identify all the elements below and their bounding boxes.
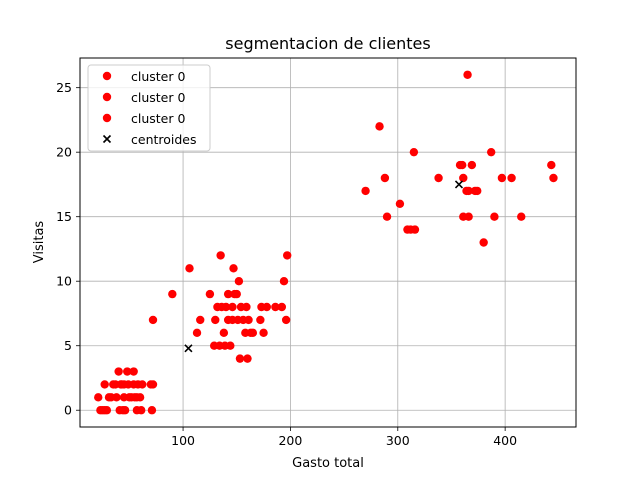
grid-lines (80, 58, 576, 427)
data-point (234, 277, 244, 286)
y-tick-label: 10 (56, 274, 72, 289)
data-point (196, 315, 205, 325)
data-point (256, 315, 265, 325)
legend-marker-cluster-0-a (102, 71, 112, 81)
data-point (259, 328, 268, 338)
data-point (467, 160, 477, 170)
data-point (283, 251, 292, 260)
x-tick-label: 300 (386, 433, 410, 448)
data-point (486, 147, 496, 157)
data-point (395, 199, 405, 208)
data-point (473, 186, 482, 196)
data-point (463, 70, 472, 79)
data-point (464, 186, 473, 196)
data-point (223, 289, 233, 299)
data-point (129, 367, 138, 376)
data-point (228, 302, 237, 312)
data-point (192, 328, 202, 338)
data-point (138, 380, 147, 389)
legend-label-centroides: centroides (131, 132, 197, 147)
data-point (120, 406, 130, 415)
centroid-marker (454, 180, 464, 189)
data-point (226, 341, 235, 350)
legend-label-cluster-0-c: cluster 0 (131, 111, 185, 126)
data-point (382, 212, 392, 221)
legend-box (87, 64, 211, 152)
data-point (114, 367, 123, 376)
data-point (248, 328, 258, 338)
data-point (235, 354, 245, 363)
data-point (242, 302, 251, 312)
data-point (507, 173, 516, 183)
data-point (148, 380, 158, 389)
data-point (479, 238, 488, 247)
y-tick-label: 25 (56, 80, 72, 95)
data-point (464, 212, 473, 221)
data-point (219, 328, 229, 338)
legend-label-cluster-0-b: cluster 0 (131, 90, 185, 105)
data-point (102, 406, 112, 415)
data-point (279, 277, 289, 286)
data-point (459, 173, 468, 183)
y-tick-label: 5 (64, 338, 72, 353)
legend-marker-centroides (102, 134, 112, 144)
data-point (229, 264, 238, 273)
data-point (375, 122, 384, 131)
data-point (457, 160, 467, 170)
y-tick-label: 20 (56, 145, 72, 160)
centroid-marker (184, 344, 193, 353)
data-point (244, 315, 253, 325)
data-point (281, 315, 291, 325)
y-tick-label: 15 (56, 209, 72, 224)
legend-marker-cluster-0-b (102, 92, 112, 102)
data-point (136, 406, 146, 415)
data-point (380, 173, 390, 183)
data-point (361, 186, 370, 196)
data-point (434, 173, 443, 183)
x-tick-label: 200 (278, 433, 302, 448)
data-point (517, 212, 526, 221)
data-point (549, 173, 558, 183)
chart-title: segmentacion de clientes (225, 34, 430, 53)
legend: cluster 0 cluster 0 cluster 0 centroides (87, 64, 211, 152)
data-point (216, 251, 225, 260)
legend-label-cluster-0-a: cluster 0 (131, 69, 185, 84)
data-point (410, 225, 420, 234)
data-point (168, 289, 177, 299)
y-tick-label: 0 (64, 403, 72, 418)
data-point (497, 173, 507, 183)
data-point (262, 302, 272, 312)
data-point (123, 367, 132, 376)
data-point (490, 212, 499, 221)
data-point (221, 302, 231, 312)
data-point (94, 393, 103, 402)
data-point (277, 302, 287, 312)
data-point (547, 160, 556, 170)
data-point (135, 393, 145, 402)
data-point (185, 264, 194, 273)
x-tick-label: 100 (171, 433, 195, 448)
data-point (243, 354, 252, 363)
plot-frame (79, 57, 577, 428)
data-point (271, 302, 280, 312)
data-points (94, 70, 558, 415)
x-tick-label: 400 (493, 433, 517, 448)
data-point (409, 147, 419, 157)
data-point (100, 380, 109, 389)
data-point (205, 289, 215, 299)
legend-marker-cluster-0-c (102, 113, 112, 123)
data-point (147, 406, 157, 415)
data-point (232, 289, 241, 299)
axis-ticks: 100 200 300 400 0 5 10 15 20 25 (56, 80, 517, 448)
data-point (112, 393, 121, 402)
x-axis-label: Gasto total (292, 456, 364, 471)
y-axis-label: Visitas (32, 221, 47, 264)
data-point (148, 315, 158, 325)
data-point (211, 315, 220, 325)
